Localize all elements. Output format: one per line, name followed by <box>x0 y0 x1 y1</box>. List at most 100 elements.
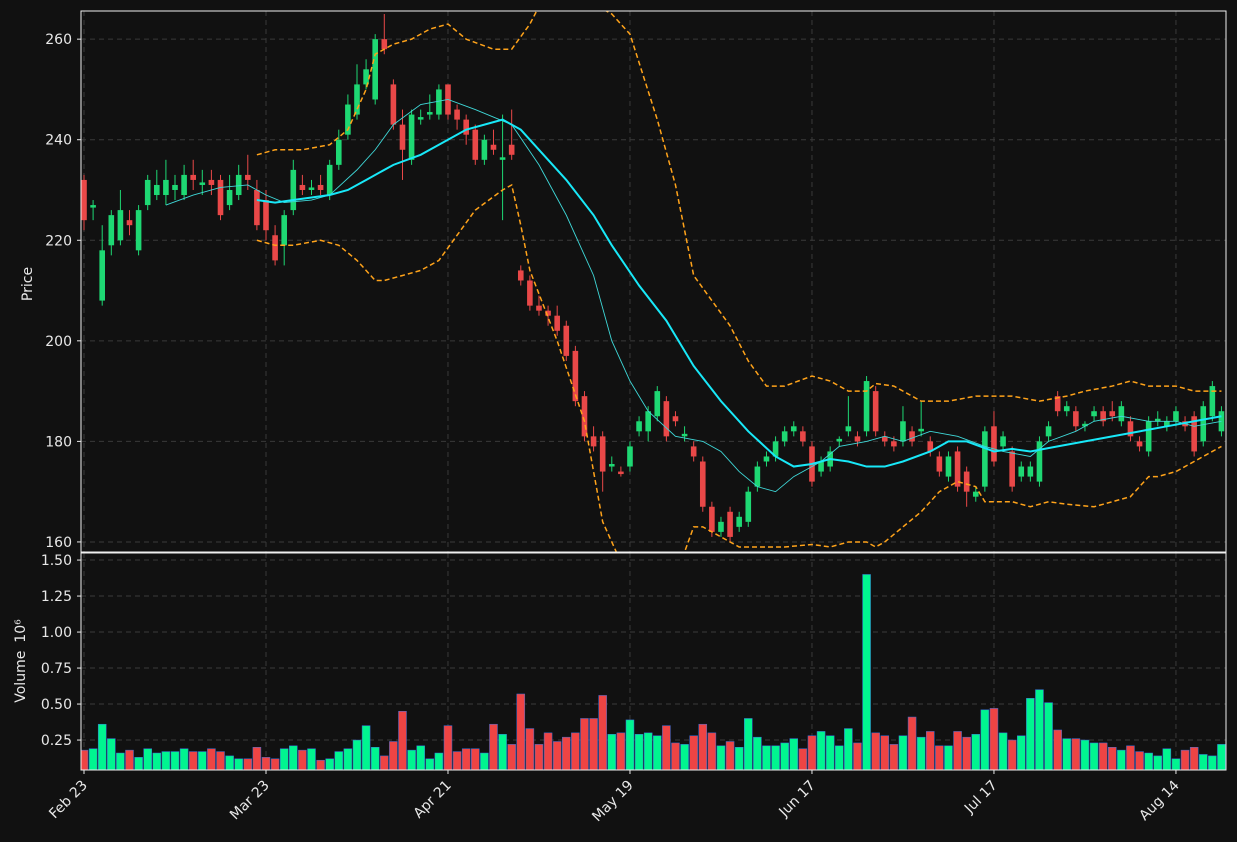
volume-bar <box>134 757 143 770</box>
volume-bar <box>279 748 289 770</box>
volume-bar <box>434 752 444 770</box>
volume-bar <box>1007 739 1017 770</box>
volume-bar <box>225 755 234 770</box>
candle-body <box>618 471 624 475</box>
candle-body <box>800 431 806 442</box>
volume-bar <box>1098 742 1108 770</box>
candle-body <box>463 119 469 135</box>
volume-bar <box>380 755 389 770</box>
volume-bar <box>680 744 689 770</box>
candle-body <box>372 39 378 100</box>
volume-bar <box>1062 738 1072 770</box>
volume-bar <box>971 734 981 770</box>
candle-body <box>172 184 178 190</box>
candle-body <box>454 109 460 120</box>
volume-bar <box>1162 748 1172 770</box>
candle-body <box>144 179 151 206</box>
candle-body <box>1173 411 1179 422</box>
candle-body <box>1082 423 1088 427</box>
volume-bar <box>725 741 735 770</box>
candle-body <box>117 210 124 241</box>
candle-body <box>854 436 861 442</box>
volume-bar <box>416 745 425 770</box>
candle-body <box>918 428 924 432</box>
candle-body <box>299 184 306 190</box>
volume-bar <box>898 735 908 770</box>
overlay-line <box>256 118 1222 468</box>
candle-body <box>490 144 497 150</box>
candle-body <box>99 250 106 301</box>
volume-bar <box>443 725 453 770</box>
candle-body <box>317 184 324 190</box>
candle-body <box>1127 421 1134 437</box>
candle-body <box>126 220 133 226</box>
candle-body <box>554 315 560 331</box>
y-tick-label: 220 <box>45 233 72 249</box>
volume-bar <box>1199 754 1208 770</box>
candle-body <box>1200 406 1207 442</box>
volume-bar <box>789 738 799 770</box>
volume-bar <box>616 732 626 770</box>
volume-bar <box>880 735 890 770</box>
y-tick-label: 1.25 <box>41 589 72 605</box>
candle-body <box>363 69 369 85</box>
volume-bar <box>1026 698 1035 770</box>
candle-body <box>354 84 360 115</box>
candle-body <box>1218 411 1225 432</box>
volume-bar <box>543 732 553 770</box>
candle-body <box>645 411 651 432</box>
candle-body <box>663 401 670 437</box>
volume-bar <box>689 735 698 770</box>
candle-body <box>1018 466 1025 477</box>
candle-body <box>163 179 169 196</box>
candle-body <box>1209 386 1216 417</box>
volume-bar <box>835 745 844 770</box>
overlay-line <box>256 183 1222 552</box>
volume-bar <box>471 748 480 770</box>
candle-body <box>135 210 142 251</box>
volume-bar <box>625 719 635 770</box>
volume-bar <box>1208 755 1217 770</box>
volume-bar <box>662 725 671 770</box>
volume-bar <box>926 731 935 770</box>
volume-bar <box>316 759 325 770</box>
volume-bar <box>207 748 216 770</box>
volume-bar <box>1053 729 1062 770</box>
candle-body <box>153 184 160 196</box>
volume-bar <box>1126 745 1135 770</box>
volume-bar <box>998 732 1008 770</box>
volume-bar <box>1044 702 1053 770</box>
volume-bar <box>780 742 789 770</box>
candle-body <box>1063 406 1070 412</box>
volume-bar <box>116 752 125 770</box>
candle-body <box>545 310 551 316</box>
candle-body <box>654 391 661 417</box>
candle-body <box>891 441 897 447</box>
y-tick-label: 160 <box>45 535 72 551</box>
volume-bar <box>1108 746 1117 770</box>
candle-body <box>608 464 615 467</box>
candle-body <box>718 521 724 532</box>
candle-body <box>254 189 260 226</box>
volume-bar <box>361 725 371 770</box>
volume-bar <box>270 758 280 770</box>
candle-body <box>627 446 633 467</box>
candle-body <box>399 124 406 150</box>
volume-frame <box>80 552 1227 771</box>
volume-bar <box>188 751 198 770</box>
volume-bar <box>216 751 225 770</box>
volume-bar <box>716 745 726 770</box>
volume-bar <box>1035 689 1044 770</box>
volume-bar <box>407 749 416 770</box>
y-tick-label: 1.00 <box>41 625 72 641</box>
volume-bar <box>607 734 617 770</box>
candle-body <box>945 456 952 477</box>
volume-bar <box>1017 735 1026 770</box>
volume-bar <box>425 758 435 770</box>
volume-bar <box>1153 755 1163 770</box>
candle-body <box>1073 411 1079 427</box>
candle-body <box>818 461 824 472</box>
candle-body <box>754 466 761 487</box>
volume-axis-label: Volume 10⁶ <box>13 619 29 703</box>
